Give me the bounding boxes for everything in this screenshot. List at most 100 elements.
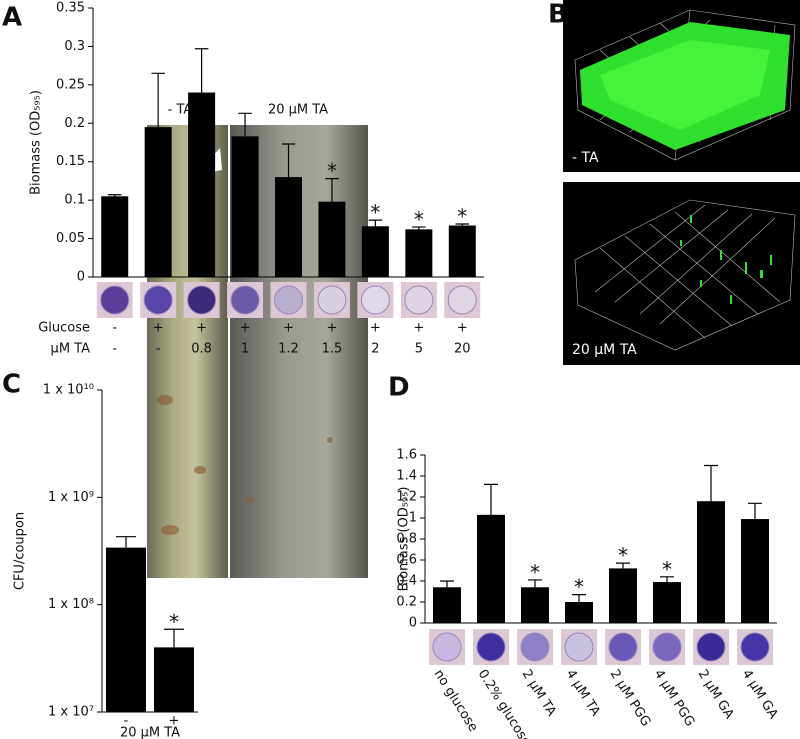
x-tick-label: 2 μM GA [695, 667, 737, 722]
error-bar [660, 576, 674, 583]
bar [697, 501, 725, 623]
error-bar [325, 178, 339, 202]
well [447, 285, 477, 315]
well [360, 285, 390, 315]
significance: * [618, 544, 628, 568]
y-tick-label: 0.15 [56, 154, 85, 169]
bar [361, 226, 389, 277]
well [143, 285, 173, 315]
error-bar [616, 562, 630, 569]
error-bar [151, 72, 165, 128]
bar [565, 602, 593, 623]
image-caption: 20 μM TA [572, 342, 637, 358]
well [230, 285, 260, 315]
panel-label: B [548, 0, 568, 30]
rust-spots [157, 395, 333, 535]
error-bar [748, 502, 762, 520]
x-tick-label: 5 [415, 342, 423, 357]
y-tick-label: 0.1 [64, 193, 85, 208]
bar [741, 519, 769, 623]
y-tick-label: 1 [409, 511, 417, 526]
error-bar [528, 579, 542, 588]
biofilm-specks [680, 215, 772, 304]
error-bar [455, 223, 470, 226]
y-axis-label: Biomass (OD₅₉₅) [29, 90, 44, 195]
bar [101, 196, 129, 277]
well [740, 632, 770, 662]
x-tick-label: 1.2 [278, 342, 299, 357]
x-tick-label: - [156, 342, 161, 357]
inset-caption: 20 μM TA [268, 103, 328, 118]
significance: * [370, 201, 380, 225]
significance: * [530, 560, 540, 584]
bar [154, 647, 194, 712]
y-tick-label: 1 x 10¹⁰ [43, 383, 94, 398]
y-tick-label: 1.2 [396, 490, 417, 505]
y-tick-label: 0.4 [396, 574, 417, 589]
image-grid [574, 199, 796, 351]
well [520, 632, 550, 662]
significance: * [414, 208, 424, 232]
well [696, 632, 726, 662]
significance: * [662, 557, 672, 581]
x-tick-label: 20 [454, 342, 471, 357]
error-bar [484, 483, 498, 515]
bar [477, 514, 505, 623]
bar [448, 225, 476, 277]
well [432, 632, 462, 662]
biofilm-highlight [600, 40, 770, 130]
y-tick-label: 0.05 [56, 231, 85, 246]
bar [521, 587, 549, 623]
inset-caption: - TA [168, 103, 193, 118]
x-tick-label: 2 [371, 342, 379, 357]
error-bar [704, 464, 718, 502]
error-bar [440, 580, 454, 588]
panel-label: D [388, 373, 410, 403]
panel-label: C [2, 370, 21, 400]
x-tick-label: 1 [241, 342, 249, 357]
significance: * [457, 204, 467, 228]
bar [433, 587, 461, 623]
x-tick-label: 4 μM GA [739, 667, 781, 722]
error-bar [368, 219, 383, 227]
x-tick-label: + [413, 321, 424, 336]
well [652, 632, 682, 662]
bar [188, 92, 216, 278]
significance: * [169, 610, 179, 634]
well [476, 632, 506, 662]
bar [231, 136, 259, 277]
error-bar [107, 194, 122, 197]
well [100, 285, 130, 315]
well [608, 632, 638, 662]
well [274, 285, 303, 315]
x-tick-label: + [457, 321, 468, 336]
y-tick-label: 0.6 [396, 553, 417, 568]
x-tick-label: 2 μM TA [519, 667, 559, 719]
well [404, 285, 434, 315]
x-tick-label: - [112, 321, 117, 336]
error-bar [281, 143, 296, 178]
error-bar [412, 226, 426, 230]
x-tick-label: - [124, 714, 129, 729]
well [187, 285, 217, 315]
image-panel: B - TA 20 μM TA [548, 0, 800, 365]
well [564, 632, 594, 662]
x-tick-label: 4 μM PGG [651, 667, 698, 729]
error-bar [238, 112, 252, 137]
y-tick-label: 0.3 [64, 39, 85, 54]
row-label: Glucose [38, 321, 90, 336]
y-tick-label: 1 x 10⁸ [48, 597, 94, 612]
y-tick-label: 1.4 [396, 469, 417, 484]
y-tick-label: 0.25 [56, 77, 85, 92]
y-tick-label: 0.35 [56, 1, 85, 16]
y-axis-label: CFU/coupon [13, 512, 28, 590]
y-tick-label: 0.2 [396, 595, 417, 610]
y-tick-label: 1 x 10⁷ [48, 705, 94, 720]
x-tick-label: + [326, 321, 337, 336]
bar [653, 582, 681, 623]
panel-label: A [2, 3, 22, 33]
bar [275, 177, 302, 277]
x-tick-label: + [153, 321, 164, 336]
bar [405, 229, 433, 277]
